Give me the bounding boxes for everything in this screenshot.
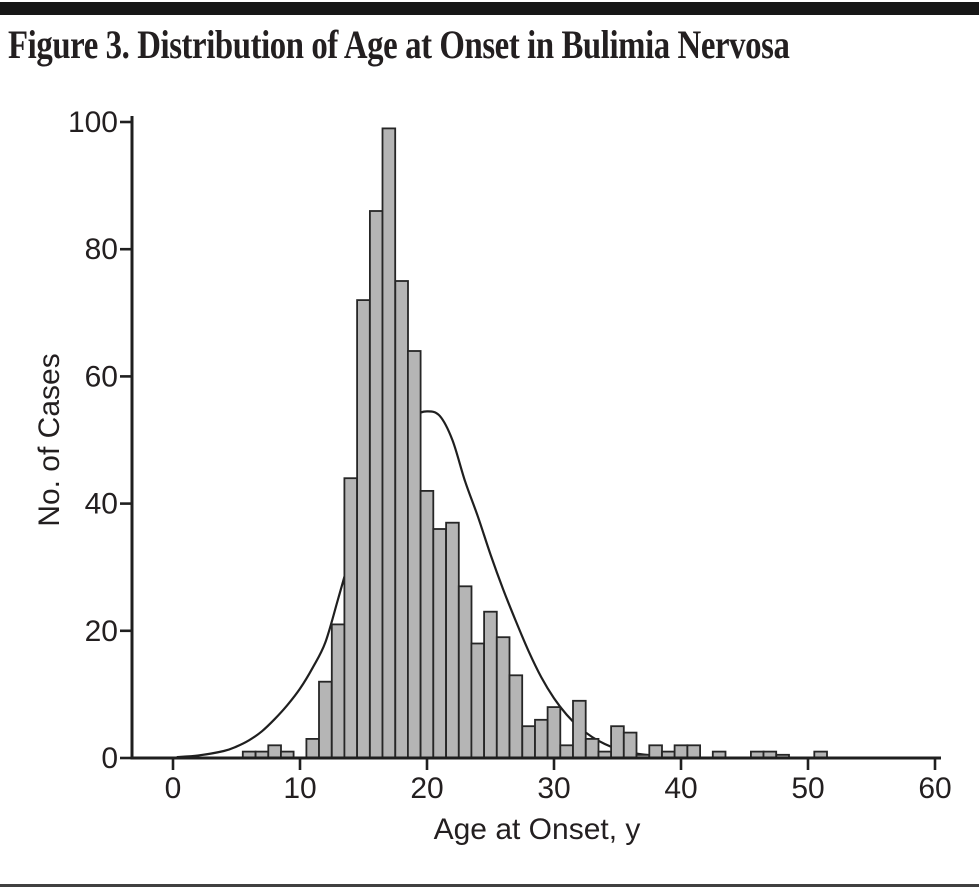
x-tick-label-0: 0	[165, 772, 182, 805]
y-tick-label-0: 0	[101, 742, 118, 775]
y-tick-label-60: 60	[85, 360, 118, 393]
x-tick-label-50: 50	[791, 772, 824, 805]
histogram-bar-age-15	[356, 299, 371, 759]
histogram-bar-age-22	[445, 521, 460, 759]
y-axis-title: No. of Cases	[33, 353, 66, 527]
histogram-bar-age-26	[495, 636, 511, 759]
histogram-bar-age-40	[673, 744, 689, 759]
histogram-bar-age-11	[305, 738, 320, 759]
x-tick-label-10: 10	[283, 772, 316, 805]
top-rule	[0, 2, 979, 15]
histogram-bar-age-17	[381, 127, 397, 759]
y-tick-label-40: 40	[85, 488, 118, 521]
y-tick-label-80: 80	[85, 233, 118, 266]
y-tick-label-20: 20	[85, 615, 118, 648]
histogram-bar-age-12	[318, 680, 333, 759]
histogram-bar-age-35	[610, 725, 625, 759]
figure-title: Figure 3. Distribution of Age at Onset i…	[8, 22, 790, 67]
histogram-bar-age-31	[559, 744, 574, 759]
x-tick-label-40: 40	[664, 772, 697, 805]
histogram-bar-age-33	[584, 738, 600, 759]
fit-curve	[176, 410, 688, 759]
histogram-bar-age-13	[330, 623, 346, 759]
x-tick-label-20: 20	[410, 772, 443, 805]
bottom-rule	[0, 884, 979, 887]
histogram-bar-age-24	[470, 642, 485, 759]
histogram-bar-age-25	[483, 610, 498, 759]
histogram-bar-age-28	[521, 725, 536, 759]
histogram-bar-age-19	[406, 350, 422, 759]
histogram-bar-age-23	[457, 585, 473, 759]
histogram-bar-age-21	[432, 528, 447, 759]
histogram-bar-age-14	[343, 477, 358, 759]
y-tick-label-100: 100	[68, 106, 118, 139]
histogram-bar-age-29	[534, 718, 549, 759]
x-tick-label-60: 60	[918, 772, 951, 805]
histogram-bar-age-20	[419, 489, 435, 759]
histogram-bar-age-16	[368, 210, 384, 759]
histogram-bar-age-41	[686, 744, 702, 759]
histogram-bar-age-30	[546, 706, 562, 759]
x-tick-label-30: 30	[537, 772, 570, 805]
histogram-bar-age-18	[394, 280, 409, 759]
x-axis-title: Age at Onset, y	[433, 813, 641, 846]
histogram-bar-age-27	[508, 674, 524, 759]
histogram-bar-age-8	[267, 744, 282, 759]
histogram-bar-age-32	[572, 699, 587, 759]
histogram-bar-age-36	[622, 731, 638, 759]
histogram-bar-age-38	[648, 744, 663, 759]
